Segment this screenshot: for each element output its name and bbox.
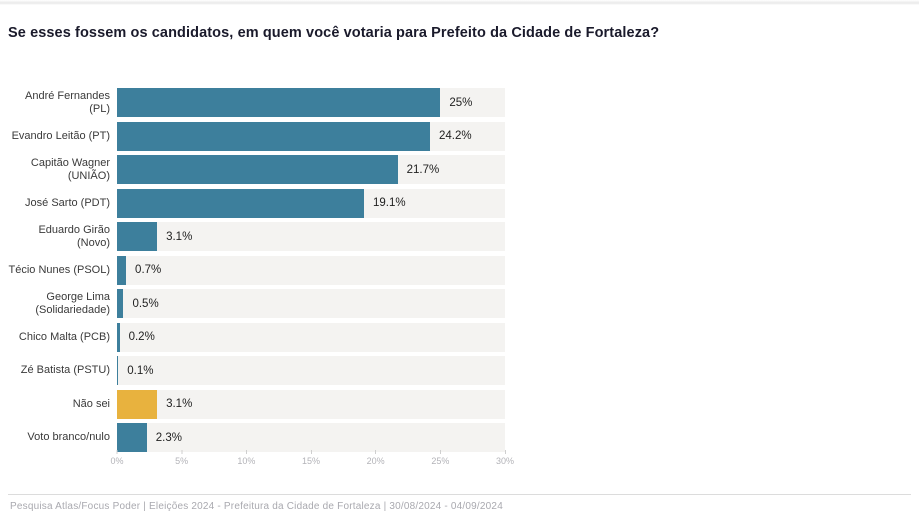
category-label: Voto branco/nulo [27, 431, 110, 443]
x-axis-tick: 0% [110, 450, 124, 466]
bar [117, 88, 441, 117]
value-label: 3.1% [166, 230, 193, 243]
category-label: André Fernandes (PL) [25, 89, 110, 115]
bar-track: 24.2% [117, 121, 505, 151]
tick-label: 10% [237, 456, 256, 466]
bar-track: 0.7% [117, 255, 505, 285]
tick-label: 15% [301, 456, 321, 466]
category-label: Técio Nunes (PSOL) [8, 263, 110, 276]
bar-row: Zé Batista (PSTU) 0.1% [0, 356, 505, 385]
tick-mark-icon [504, 450, 506, 454]
bar-track: 3.1% [117, 389, 505, 419]
bar [117, 222, 158, 251]
bar-track: 2.3% [117, 423, 505, 452]
category-label: Chico Malta (PCB) [18, 330, 110, 343]
footer-divider [8, 494, 911, 495]
bar [117, 121, 430, 151]
bar-row: George Lima (Solidariedade) 0.5% [0, 289, 505, 318]
tick-mark-icon [439, 450, 441, 454]
bar-row: Técio Nunes (PSOL) 0.7% [0, 255, 505, 285]
tick-mark-icon [245, 450, 247, 454]
value-label: 0.1% [127, 364, 154, 377]
x-axis-tick: 25% [431, 450, 449, 466]
value-label: 0.7% [135, 264, 162, 276]
bar-row: Não sei 3.1% [0, 389, 505, 419]
bar-row: Voto branco/nulo 2.3% [0, 423, 505, 452]
bar [117, 289, 124, 318]
bar [117, 423, 147, 452]
bar-row: André Fernandes (PL) 25% [0, 88, 505, 117]
tick-label: 0% [110, 456, 124, 466]
value-label: 24.2% [438, 130, 472, 142]
bar [117, 155, 398, 184]
tick-mark-icon [310, 450, 312, 454]
top-divider [0, 0, 919, 5]
bar-track: 25% [117, 88, 505, 117]
bar-track: 0.5% [117, 289, 505, 318]
bar [117, 188, 365, 218]
x-axis-tick: 20% [367, 450, 385, 466]
value-label: 21.7% [406, 163, 440, 176]
value-label: 25% [449, 96, 473, 109]
bar [117, 255, 127, 285]
value-label: 2.3% [155, 431, 182, 444]
footer-caption: Pesquisa Atlas/Focus Poder | Eleições 20… [10, 501, 503, 512]
bar-track: 21.7% [117, 155, 505, 184]
value-label: 3.1% [166, 398, 193, 410]
x-axis-tick: 30% [496, 450, 514, 466]
category-label: Evandro Leitão (PT) [11, 129, 110, 142]
category-label: Capitão Wagner (UNIÃO) [30, 156, 110, 182]
value-label: 0.5% [132, 297, 159, 310]
tick-mark-icon [375, 450, 377, 454]
page-title: Se esses fossem os candidatos, em quem v… [8, 25, 660, 41]
value-label: 19.1% [373, 197, 406, 209]
x-axis-tick: 15% [302, 450, 320, 466]
category-label: Zé Batista (PSTU) [20, 364, 110, 376]
bar-row: José Sarto (PDT) 19.1% [0, 188, 505, 218]
bar-row: Eduardo Girão (Novo) 3.1% [0, 222, 505, 251]
tick-label: 5% [175, 456, 189, 466]
poll-bar-chart: André Fernandes (PL) 25% Evandro Leitão … [0, 88, 505, 457]
bar-rows: André Fernandes (PL) 25% Evandro Leitão … [0, 88, 505, 452]
category-label: Não sei [72, 397, 110, 410]
x-axis-tick: 5% [175, 450, 188, 466]
category-label: George Lima (Solidariedade) [35, 290, 110, 316]
value-label: 0.2% [128, 331, 155, 343]
bar [117, 356, 119, 385]
category-label: José Sarto (PDT) [25, 196, 110, 209]
category-label: Eduardo Girão (Novo) [38, 223, 110, 249]
tick-label: 30% [495, 456, 515, 466]
tick-mark-icon [181, 450, 183, 454]
bar-track: 3.1% [117, 222, 505, 251]
x-axis: 0% 5% 10% 15% 20% 25% 30% [110, 450, 514, 470]
tick-mark-icon [116, 450, 118, 454]
bar [117, 389, 158, 419]
bar-row: Evandro Leitão (PT) 24.2% [0, 121, 505, 151]
bar-row: Chico Malta (PCB) 0.2% [0, 322, 505, 352]
bar-track: 19.1% [117, 188, 505, 218]
bar-track: 0.2% [117, 322, 505, 352]
x-axis-tick: 10% [237, 450, 255, 466]
tick-label: 20% [366, 456, 385, 466]
tick-label: 25% [431, 456, 450, 466]
bar-track: 0.1% [117, 356, 505, 385]
bar [117, 322, 120, 352]
bar-row: Capitão Wagner (UNIÃO) 21.7% [0, 155, 505, 184]
